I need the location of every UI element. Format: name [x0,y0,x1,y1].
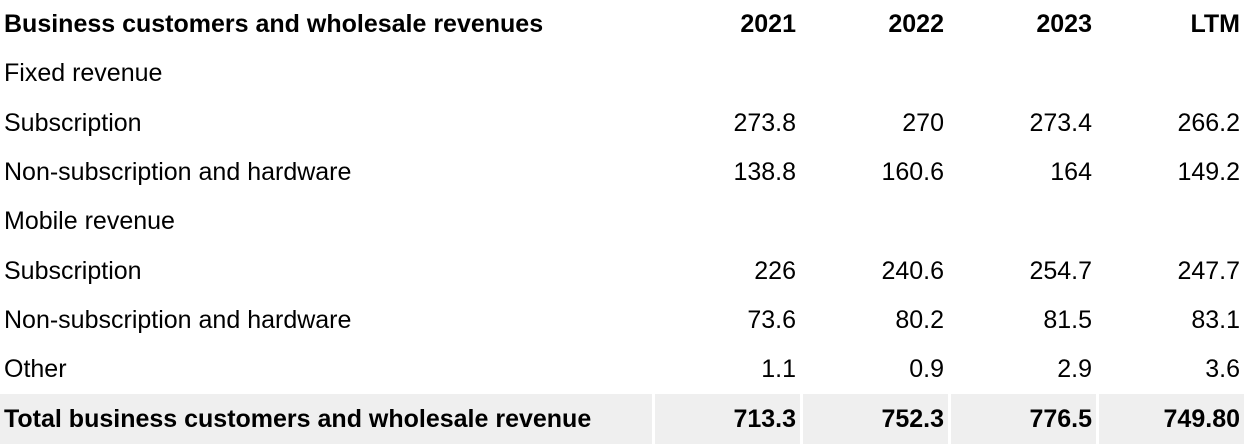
table-row: Other 1.1 0.9 2.9 3.6 [0,345,1244,394]
section-row-mobile-revenue: Mobile revenue [0,197,1244,246]
table-row: Subscription 273.8 270 273.4 266.2 [0,99,1244,148]
cell-value [1096,49,1244,98]
row-label: Subscription [4,108,142,137]
column-header-ltm: LTM [1190,10,1240,39]
section-row-fixed-revenue: Fixed revenue [0,49,1244,98]
cell-value: 226 [754,256,796,285]
cell-value: 240.6 [881,256,944,285]
cell-value: 81.5 [1043,305,1092,334]
cell-value: 73.6 [747,305,796,334]
table-row: Subscription 226 240.6 254.7 247.7 [0,246,1244,295]
row-label: Non-subscription and hardware [4,158,352,187]
cell-value: 266.2 [1177,108,1240,137]
row-label: Other [4,355,67,384]
cell-value: 247.7 [1177,256,1240,285]
cell-value: 0.9 [909,355,944,384]
cell-value: 160.6 [881,158,944,187]
cell-value [948,49,1096,98]
table-title: Business customers and wholesale revenue… [4,10,544,39]
total-label: Total business customers and wholesale r… [0,394,652,444]
cell-value: 254.7 [1029,256,1092,285]
total-value: 749.80 [1096,394,1244,444]
cell-value: 149.2 [1177,158,1240,187]
cell-value [800,197,948,246]
column-header-2023: 2023 [1036,10,1092,39]
cell-value [652,49,800,98]
cell-value: 1.1 [761,355,796,384]
total-value: 776.5 [948,394,1096,444]
cell-value: 164 [1050,158,1092,187]
total-value: 752.3 [800,394,948,444]
total-row: Total business customers and wholesale r… [0,394,1244,444]
column-header-2021: 2021 [740,10,796,39]
row-label: Mobile revenue [4,207,175,236]
row-label: Subscription [4,256,142,285]
cell-value [652,197,800,246]
column-header-2022: 2022 [888,10,944,39]
cell-value: 273.8 [733,108,796,137]
cell-value: 2.9 [1057,355,1092,384]
table-header-row: Business customers and wholesale revenue… [0,0,1244,49]
table-row: Non-subscription and hardware 138.8 160.… [0,148,1244,197]
cell-value: 80.2 [895,305,944,334]
row-label: Fixed revenue [4,59,163,88]
table-row: Non-subscription and hardware 73.6 80.2 … [0,296,1244,345]
cell-value [948,197,1096,246]
cell-value: 3.6 [1205,355,1240,384]
cell-value: 270 [902,108,944,137]
cell-value: 273.4 [1029,108,1092,137]
cell-value: 83.1 [1191,305,1240,334]
total-value: 713.3 [652,394,800,444]
cell-value [1096,197,1244,246]
row-label: Non-subscription and hardware [4,305,352,334]
cell-value: 138.8 [733,158,796,187]
cell-value [800,49,948,98]
